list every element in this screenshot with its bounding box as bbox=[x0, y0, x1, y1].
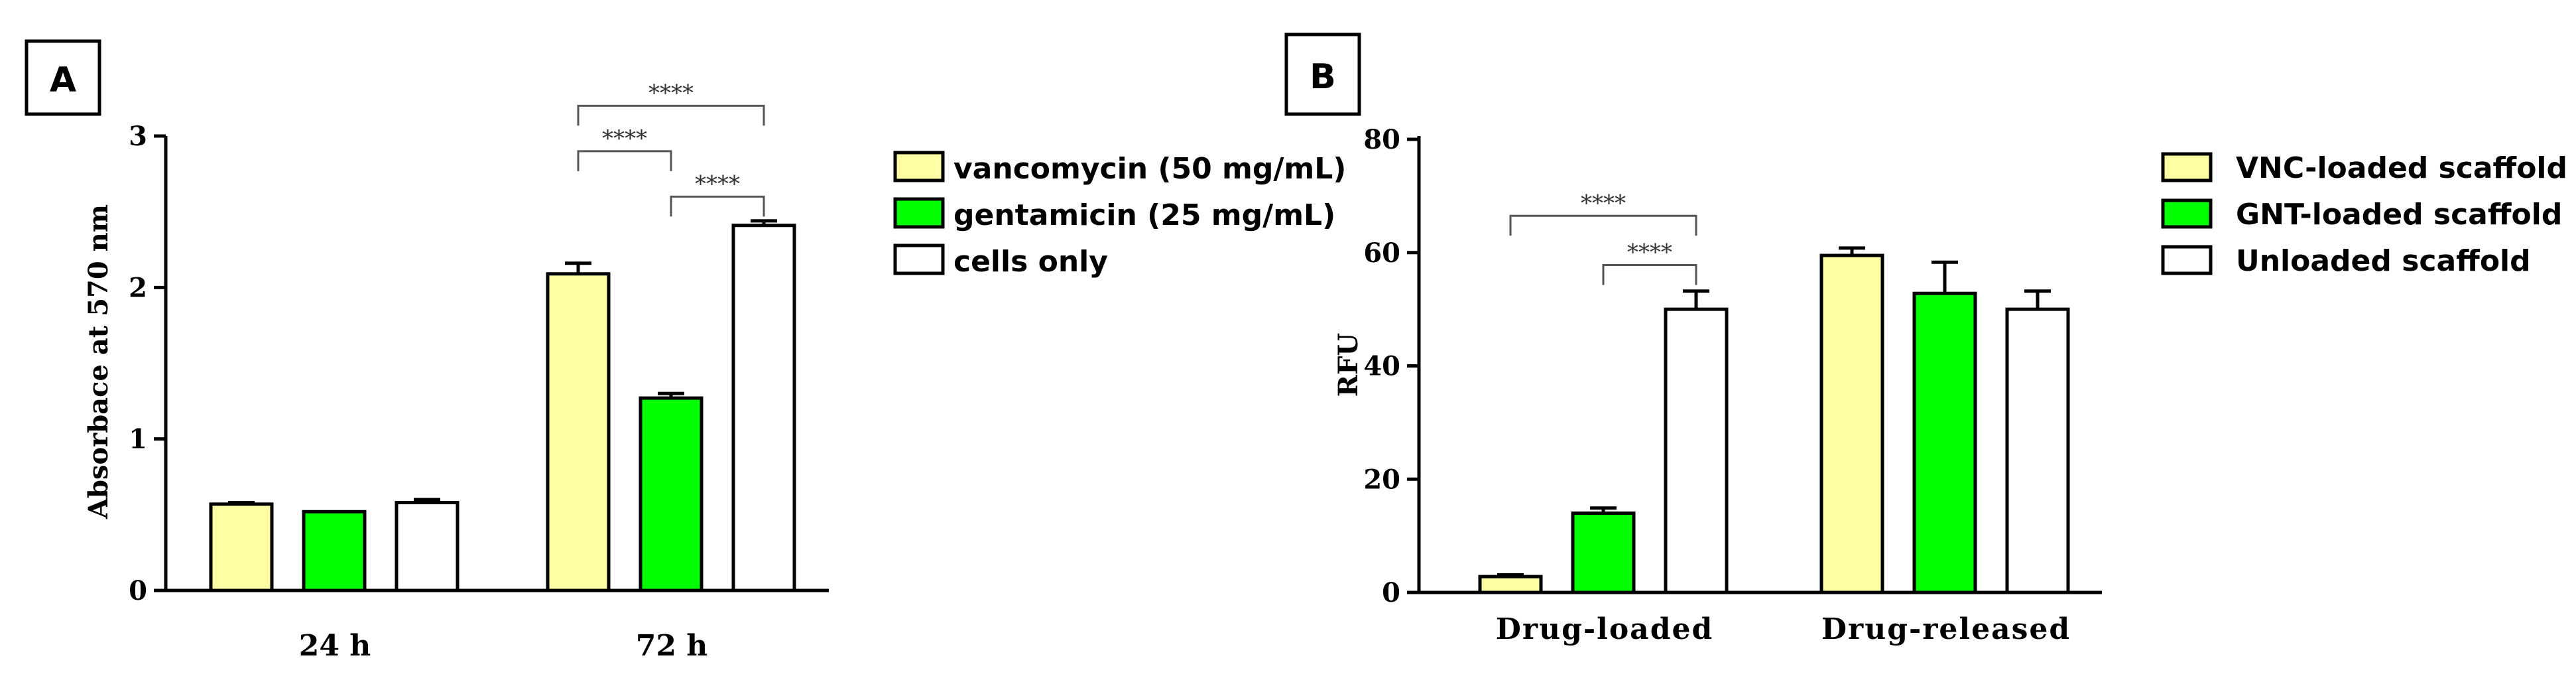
panel-b: B RFU 0 20 40 60 80 ******** Drug-loaded Dru… bbox=[1284, 33, 2567, 646]
panel-a-legend-swatch-3 bbox=[893, 243, 945, 275]
panel-b-legend-item-1: VNC-loaded scaffold bbox=[2161, 151, 2567, 185]
panel-b-error-bars bbox=[1497, 246, 2051, 577]
panel-a-legend-label-2: gentamicin (25 mg/mL) bbox=[953, 198, 1335, 232]
significance-label: **** bbox=[602, 125, 647, 152]
y-tick-label: 0 bbox=[1382, 577, 1400, 608]
y-tick-label: 40 bbox=[1363, 351, 1400, 382]
panel-b-label: B bbox=[1310, 57, 1336, 97]
panel-a-legend-swatch-1 bbox=[893, 151, 945, 182]
panel-a-error-bars bbox=[228, 219, 777, 505]
panel-a-legend-item-3: cells only bbox=[893, 243, 1108, 279]
bar bbox=[1664, 307, 1729, 594]
bar bbox=[302, 510, 367, 592]
panel-b-legend-item-3: Unloaded scaffold bbox=[2161, 244, 2531, 278]
panel-a-gridless-axes bbox=[164, 136, 829, 592]
panel-b-category-label-2: Drug-released bbox=[1821, 612, 2071, 646]
panel-a-bars bbox=[209, 224, 796, 592]
panel-a-category-label-1: 24 h bbox=[299, 629, 371, 663]
bar bbox=[1478, 575, 1543, 594]
panel-a-label: A bbox=[50, 60, 76, 100]
y-tick-label: 0 bbox=[129, 575, 147, 606]
significance-bracket bbox=[1602, 264, 1697, 285]
bar bbox=[209, 502, 274, 592]
panel-b-significance: ******** bbox=[1509, 190, 1697, 285]
panel-b-category-label-1: Drug-loaded bbox=[1496, 612, 1713, 646]
panel-b-y-axis-title: RFU bbox=[1333, 333, 1364, 397]
bar bbox=[546, 272, 611, 592]
panel-a-y-axis-title: Absorbace at 570 nm bbox=[83, 204, 114, 519]
bar bbox=[731, 224, 796, 592]
y-tick-label: 80 bbox=[1363, 124, 1400, 155]
panel-b-legend-item-2: GNT-loaded scaffold bbox=[2161, 198, 2562, 232]
panel-a-legend-item-1: vancomycin (50 mg/mL) bbox=[893, 151, 1346, 186]
significance-label: **** bbox=[1627, 240, 1672, 266]
y-tick-label: 20 bbox=[1363, 464, 1400, 495]
panel-a-legend-label-1: vancomycin (50 mg/mL) bbox=[953, 152, 1346, 186]
panel-a-legend-label-3: cells only bbox=[953, 245, 1108, 279]
bar bbox=[1571, 511, 1636, 594]
panel-b-legend-swatch-3 bbox=[2161, 245, 2213, 275]
significance-bracket bbox=[1509, 214, 1697, 236]
panel-a-significance: ************ bbox=[577, 80, 765, 217]
y-tick-label: 3 bbox=[129, 121, 147, 152]
panel-b-label-box bbox=[1284, 33, 1361, 116]
panel-b-y-ticks: 0 20 40 60 80 bbox=[1363, 124, 1419, 608]
y-tick-label: 60 bbox=[1363, 238, 1400, 269]
panel-b-legend: VNC-loaded scaffold GNT-loaded scaffold … bbox=[2161, 151, 2567, 278]
significance-bracket bbox=[670, 195, 765, 217]
significance-label: **** bbox=[648, 80, 694, 106]
panel-b-axes bbox=[1417, 136, 2102, 594]
significance-bracket bbox=[577, 150, 672, 171]
bar bbox=[639, 396, 704, 592]
panel-a-legend-swatch-2 bbox=[893, 197, 945, 229]
panel-b-legend-swatch-2 bbox=[2161, 198, 2213, 229]
significance-label: **** bbox=[695, 171, 740, 197]
panel-b-legend-label-3: Unloaded scaffold bbox=[2236, 244, 2531, 278]
bar bbox=[1912, 291, 1977, 594]
bar bbox=[1819, 253, 1884, 594]
significance-bracket bbox=[577, 104, 765, 126]
panel-b-legend-label-1: VNC-loaded scaffold bbox=[2236, 151, 2567, 185]
panel-b-legend-swatch-1 bbox=[2161, 152, 2213, 182]
panel-a-category-label-2: 72 h bbox=[636, 629, 708, 663]
panel-b-legend-label-2: GNT-loaded scaffold bbox=[2236, 198, 2562, 232]
y-tick-label: 1 bbox=[129, 424, 147, 455]
panel-a-label-box bbox=[25, 39, 101, 116]
panel-a-legend: vancomycin (50 mg/mL) gentamicin (25 mg/… bbox=[893, 151, 1346, 279]
significance-label: **** bbox=[1581, 190, 1626, 216]
panel-a-legend-item-2: gentamicin (25 mg/mL) bbox=[893, 197, 1335, 232]
bar bbox=[395, 501, 460, 592]
panel-a-y-ticks: 0 1 2 3 bbox=[129, 121, 166, 606]
y-tick-label: 2 bbox=[129, 272, 147, 303]
panel-b-bars bbox=[1478, 253, 2070, 594]
bar bbox=[2005, 307, 2070, 594]
